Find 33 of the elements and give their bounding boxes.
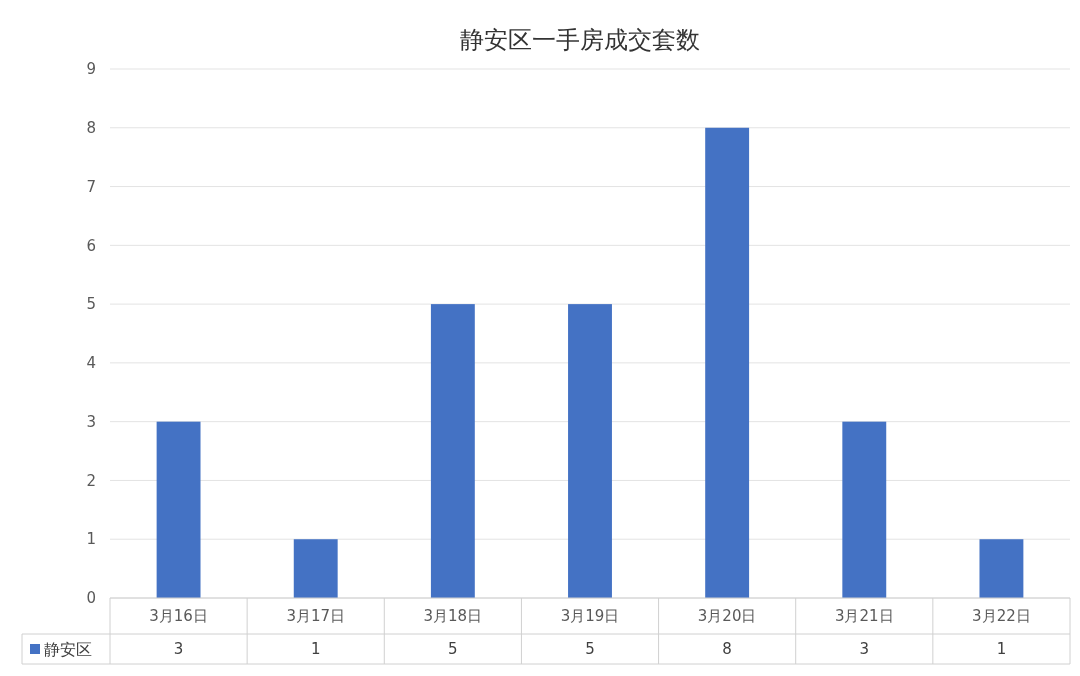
bar [293,539,338,598]
data-label: 1 [996,640,1007,659]
y-tick-label: 4 [86,354,96,373]
y-tick-label: 9 [86,60,96,79]
x-tick-label: 3月18日 [423,607,483,626]
x-tick-label: 3月20日 [697,607,757,626]
bar [842,421,887,598]
x-tick-label: 3月21日 [834,607,894,626]
x-tick-label: 3月16日 [149,607,208,626]
x-tick-label: 3月22日 [972,607,1031,626]
legend-label: 静安区 [44,639,92,659]
bar [979,539,1024,598]
bar [156,421,201,598]
y-tick-label: 8 [86,119,96,138]
y-tick-label: 0 [86,589,96,608]
y-tick-label: 2 [86,471,96,490]
data-label: 3 [859,640,870,659]
y-tick-label: 3 [86,412,96,431]
bar [705,127,750,598]
y-tick-label: 6 [86,236,96,255]
y-tick-label: 1 [86,530,96,549]
bar [430,304,475,598]
bar [568,304,612,598]
x-tick-label: 3月19日 [560,607,620,626]
chart-title: 静安区一手房成交套数 [460,26,700,54]
y-tick-label: 5 [86,295,96,314]
y-tick-label: 7 [86,177,96,196]
data-label: 5 [585,640,595,659]
data-label: 1 [310,640,321,659]
data-label: 8 [722,640,732,659]
x-tick-label: 3月17日 [286,607,346,626]
data-label: 5 [448,640,458,659]
data-label: 3 [173,640,184,659]
